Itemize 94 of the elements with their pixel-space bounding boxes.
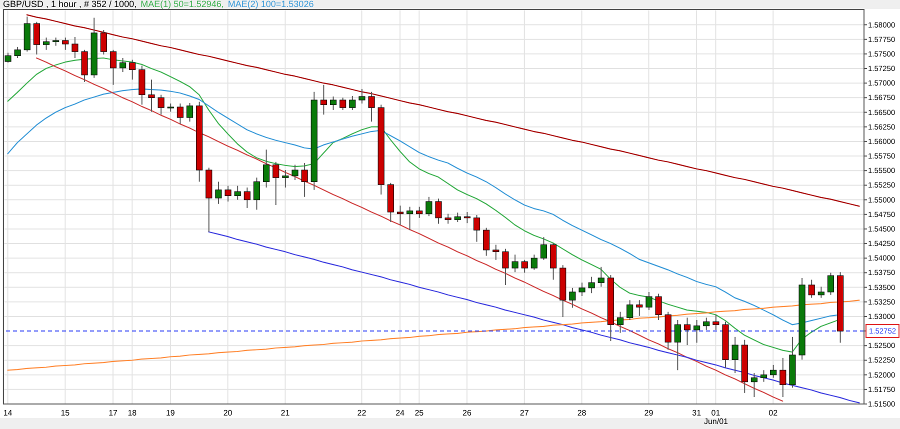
candlestick xyxy=(215,181,222,204)
x-tick-label: 21 xyxy=(280,408,290,418)
candlestick xyxy=(42,37,50,50)
candlestick xyxy=(14,46,21,59)
candlestick xyxy=(454,212,461,222)
candlestick xyxy=(62,37,69,50)
candlestick xyxy=(72,36,78,59)
candlestick xyxy=(4,52,12,64)
candlestick xyxy=(292,164,298,180)
candlestick xyxy=(349,95,356,110)
candlestick xyxy=(301,162,308,198)
candlestick xyxy=(827,272,834,296)
candlestick xyxy=(521,259,528,274)
candlestick xyxy=(426,196,432,217)
candlestick xyxy=(502,248,509,286)
text: MAE(1) 50=1.52946, xyxy=(140,0,224,9)
text: MAE(2) 100=1.53026 xyxy=(228,0,314,9)
candlestick xyxy=(492,244,500,260)
text: Jun/01 xyxy=(704,417,728,426)
candlestick xyxy=(396,205,404,226)
candlestick xyxy=(588,276,595,294)
candlestick xyxy=(253,177,260,210)
candlestick xyxy=(224,185,232,202)
candlestick xyxy=(703,317,710,330)
line-series xyxy=(26,14,860,207)
candlestick xyxy=(272,161,280,206)
candlestick xyxy=(320,84,327,116)
candlestick xyxy=(120,58,126,73)
x-tick-label: 15 xyxy=(60,408,70,418)
x-tick-label: 31 xyxy=(692,408,702,418)
candlestick xyxy=(148,79,155,112)
candlestick xyxy=(760,370,768,382)
x-tick-label: 14 xyxy=(3,408,13,418)
candlestick xyxy=(732,336,738,374)
candlestick xyxy=(282,170,289,188)
x-tick-label: 25 xyxy=(414,408,424,418)
candlestick xyxy=(818,286,824,298)
candlestick xyxy=(358,88,366,104)
candlestick xyxy=(530,254,538,270)
candlestick xyxy=(435,198,442,224)
x-tick-label: 22 xyxy=(357,408,367,418)
candlestick xyxy=(444,213,452,224)
candlestick xyxy=(578,282,586,297)
x-tick-label: 28 xyxy=(577,408,587,418)
candlestick xyxy=(416,206,423,218)
candlestick xyxy=(712,314,720,330)
x-tick-label: 02 xyxy=(768,408,778,418)
x-tick-label: 26 xyxy=(462,408,472,418)
candlestick xyxy=(234,185,241,200)
line-series xyxy=(7,300,860,371)
candlestick xyxy=(646,291,652,311)
candlestick xyxy=(158,94,164,116)
candlestick xyxy=(186,102,194,122)
candlestick xyxy=(483,227,490,256)
candlestick xyxy=(616,311,624,334)
x-tick-label: 17 xyxy=(108,408,118,418)
x-tick-label: 27 xyxy=(520,408,530,418)
x-tick-label: 18 xyxy=(128,408,138,418)
line-series xyxy=(208,231,860,404)
x-tick-label: 24 xyxy=(396,408,406,418)
candlestick xyxy=(368,91,375,122)
candlestick xyxy=(674,319,681,371)
candlestick xyxy=(110,49,117,86)
candlestick xyxy=(512,254,518,273)
candlestick xyxy=(406,206,414,231)
x-tick-label: 20 xyxy=(223,408,233,418)
candlestick xyxy=(550,242,557,280)
x-tick-label: 19 xyxy=(166,408,176,418)
candlestick xyxy=(473,214,480,242)
candlestick xyxy=(780,357,786,398)
candlestick xyxy=(33,21,40,56)
candlestick xyxy=(636,300,643,316)
line-series xyxy=(36,57,784,402)
candlestick xyxy=(176,103,184,124)
candlestick xyxy=(808,279,815,298)
candlestick xyxy=(750,372,758,398)
candlestick xyxy=(81,49,88,82)
candlestick xyxy=(244,187,250,208)
candlestick xyxy=(540,236,548,260)
candlestick xyxy=(569,287,576,308)
candlestick xyxy=(598,266,604,288)
candlestick xyxy=(694,319,700,344)
candlestick xyxy=(655,293,662,320)
candlestick xyxy=(100,30,107,56)
candlestick xyxy=(263,149,270,188)
candlestick xyxy=(684,317,691,346)
candlestick xyxy=(770,364,777,378)
chart-title: GBP/USD , 1 hour , # 352 / 1000, xyxy=(3,0,137,9)
candlestick xyxy=(129,59,136,80)
candlestick xyxy=(340,97,346,110)
x-tick-label: 29 xyxy=(644,408,654,418)
candlestick xyxy=(330,96,337,110)
candlestick xyxy=(626,300,634,320)
x-tick-label: 01 xyxy=(711,408,721,418)
